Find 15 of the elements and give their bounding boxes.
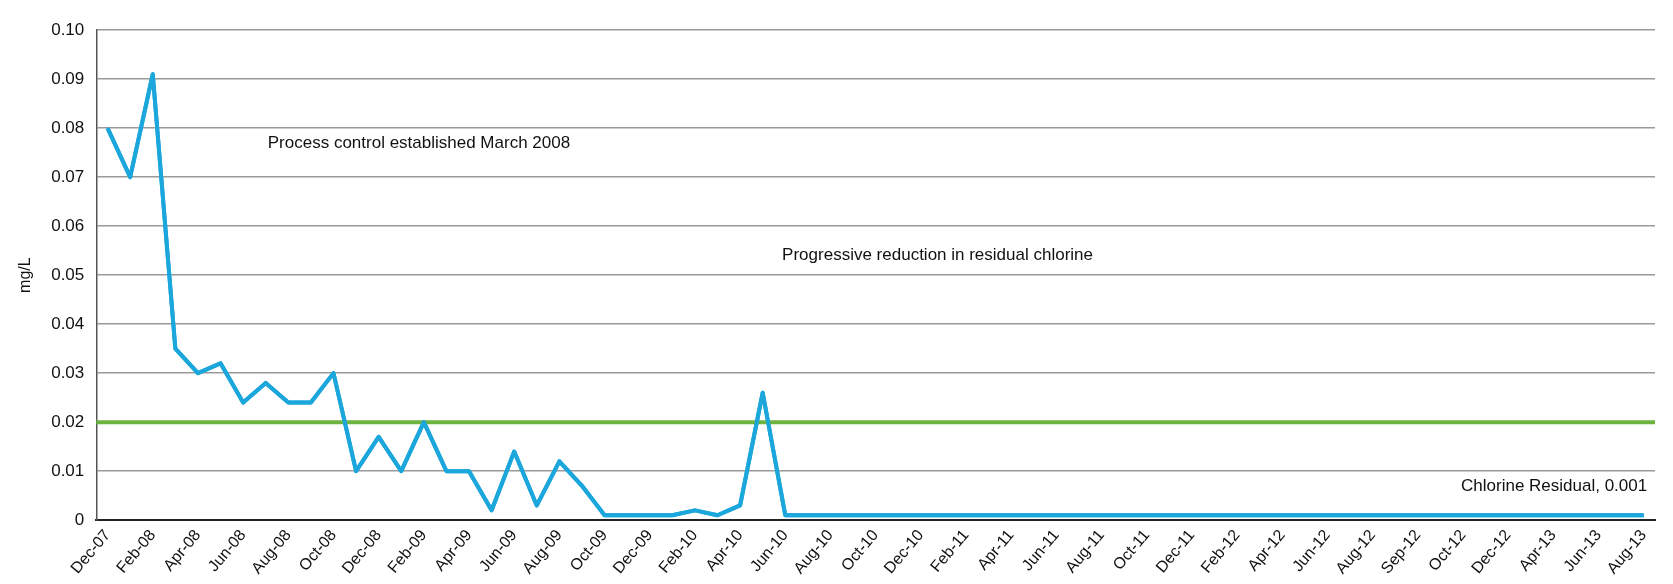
annotation: Process control established March 2008	[267, 132, 571, 152]
annotation: Progressive reduction in residual chlorine	[782, 245, 1094, 265]
y-tick-label: 0.05	[51, 264, 85, 284]
y-tick-label: 0.03	[51, 362, 85, 382]
y-tick-label: 0	[74, 509, 85, 529]
y-tick-label: 0.10	[51, 19, 85, 39]
y-tick-label: 0.06	[51, 215, 85, 235]
annotation: Chlorine Residual, 0.001	[1461, 475, 1648, 495]
y-tick-label: 0.01	[51, 460, 85, 480]
y-tick-label: 0.02	[51, 411, 85, 431]
y-tick-label: 0.04	[51, 313, 85, 333]
y-tick-label: 0.08	[51, 117, 85, 137]
y-tick-label: 0.09	[51, 68, 85, 88]
y-axis-title: mg/L	[16, 257, 34, 293]
y-tick-label: 0.07	[51, 166, 85, 186]
